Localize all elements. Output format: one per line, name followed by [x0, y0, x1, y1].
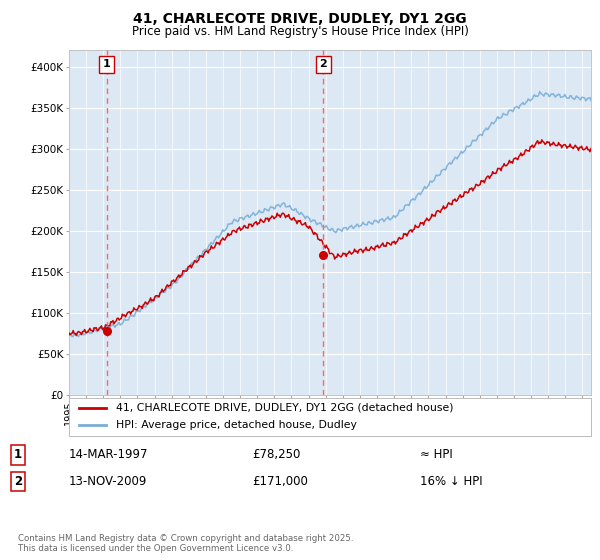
Text: 2: 2: [320, 59, 328, 69]
Text: Contains HM Land Registry data © Crown copyright and database right 2025.
This d: Contains HM Land Registry data © Crown c…: [18, 534, 353, 553]
Text: 1: 1: [103, 59, 110, 69]
Text: HPI: Average price, detached house, Dudley: HPI: Average price, detached house, Dudl…: [116, 421, 357, 431]
Text: £78,250: £78,250: [252, 448, 301, 461]
Text: ≈ HPI: ≈ HPI: [420, 448, 453, 461]
Text: 14-MAR-1997: 14-MAR-1997: [69, 448, 149, 461]
Text: 16% ↓ HPI: 16% ↓ HPI: [420, 475, 482, 488]
Text: 41, CHARLECOTE DRIVE, DUDLEY, DY1 2GG: 41, CHARLECOTE DRIVE, DUDLEY, DY1 2GG: [133, 12, 467, 26]
Text: 2: 2: [14, 475, 22, 488]
Text: 13-NOV-2009: 13-NOV-2009: [69, 475, 148, 488]
Text: 41, CHARLECOTE DRIVE, DUDLEY, DY1 2GG (detached house): 41, CHARLECOTE DRIVE, DUDLEY, DY1 2GG (d…: [116, 403, 454, 413]
Text: £171,000: £171,000: [252, 475, 308, 488]
Text: 1: 1: [14, 448, 22, 461]
Text: Price paid vs. HM Land Registry's House Price Index (HPI): Price paid vs. HM Land Registry's House …: [131, 25, 469, 38]
